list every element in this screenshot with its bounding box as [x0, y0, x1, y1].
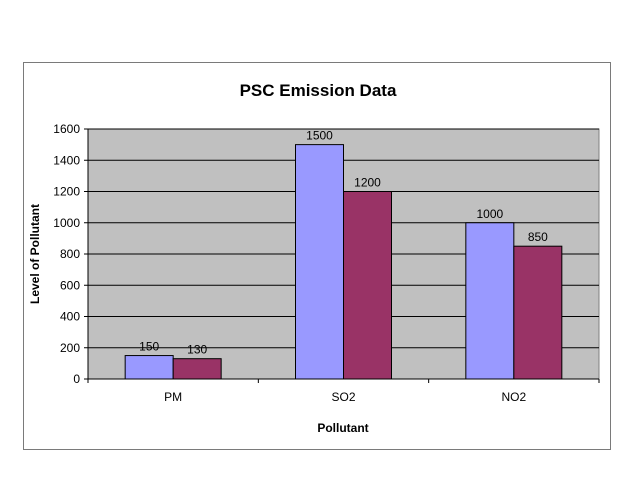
chart-frame: PSC Emission Data 150 130 1500 1200 1000 850 … [23, 62, 611, 450]
y-tick-label: 1000 [53, 216, 80, 230]
y-tick-label: 1400 [53, 153, 80, 167]
data-label: 150 [139, 340, 159, 354]
chart-title: PSC Emission Data [240, 81, 397, 100]
bar [513, 245, 563, 380]
bar [295, 144, 344, 380]
bar [172, 358, 222, 380]
bar [343, 191, 392, 380]
chart-svg: PSC Emission Data 150 130150012001000850 … [28, 81, 600, 435]
y-axis-ticks: 0 200 400 600 800 1000 1200 1400 1600 [53, 122, 88, 386]
x-tick-label: SO2 [331, 390, 355, 404]
y-tick-label: 800 [60, 247, 80, 261]
x-axis-ticks: PM SO2 NO2 [87, 379, 600, 404]
y-tick-label: 1600 [53, 122, 80, 136]
data-label: 850 [528, 230, 548, 244]
y-tick-label: 600 [60, 278, 80, 292]
y-tick-label: 200 [60, 341, 80, 355]
x-axis-title: Pollutant [317, 421, 368, 435]
bars [124, 144, 563, 380]
y-axis-title: Level of Pollutant [28, 204, 42, 304]
data-label: 1000 [476, 207, 503, 221]
data-labels: 150 130 1500 1200 1000 850 [139, 129, 548, 357]
data-label: 1500 [306, 129, 333, 143]
x-tick-label: NO2 [501, 390, 526, 404]
data-label: 130 [187, 343, 207, 357]
y-tick-label: 400 [60, 310, 80, 324]
bar [465, 222, 515, 380]
bar [124, 355, 174, 380]
y-tick-label: 1200 [53, 185, 80, 199]
x-tick-label: PM [164, 390, 182, 404]
y-tick-label: 0 [73, 372, 80, 386]
data-label: 1200 [354, 176, 381, 190]
